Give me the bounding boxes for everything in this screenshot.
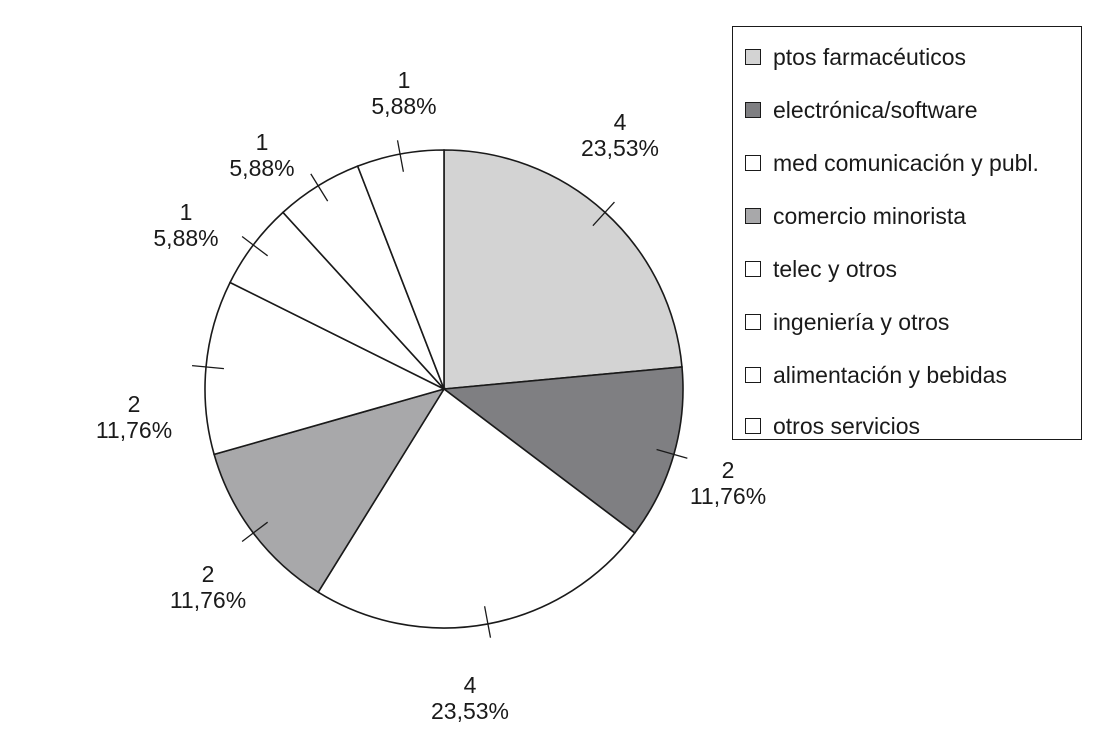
legend-item: otros servicios	[745, 411, 920, 441]
legend-item: ingeniería y otros	[745, 307, 949, 337]
leader-line	[483, 606, 492, 638]
legend-label: ingeniería y otros	[773, 308, 950, 335]
legend-item: med comunicación y publ.	[745, 148, 1039, 178]
slice-percent-label: 23,53%	[581, 135, 659, 161]
slice-percent-label: 5,88%	[371, 93, 436, 119]
pie-slice	[443, 149, 683, 390]
legend-swatch	[745, 49, 761, 65]
legend: ptos farmacéuticos electrónica/software …	[732, 26, 1082, 440]
slice-percent-label: 11,76%	[96, 417, 172, 443]
leader-line	[656, 448, 688, 459]
slice-percent-label: 5,88%	[153, 225, 218, 251]
legend-label: electrónica/software	[773, 96, 978, 123]
leader-line	[396, 140, 405, 172]
slice-percent-label: 11,76%	[690, 483, 766, 509]
legend-swatch	[745, 367, 761, 383]
legend-label: ptos farmacéuticos	[773, 43, 967, 70]
legend-label: med comunicación y publ.	[773, 149, 1039, 176]
legend-swatch	[745, 261, 761, 277]
slice-percent-label: 11,76%	[170, 587, 246, 613]
leader-line	[241, 236, 269, 257]
slice-value-label: 4	[464, 672, 477, 698]
leader-line	[310, 173, 329, 202]
leader-line	[192, 365, 225, 370]
slice-percent-label: 5,88%	[229, 155, 294, 181]
slice-value-label: 1	[398, 67, 411, 93]
legend-swatch	[745, 208, 761, 224]
legend-item: comercio minorista	[745, 201, 966, 231]
slice-percent-label: 23,53%	[431, 698, 509, 724]
legend-swatch	[745, 155, 761, 171]
legend-swatch	[745, 418, 761, 434]
leader-line	[592, 201, 615, 227]
legend-swatch	[745, 314, 761, 330]
legend-item: telec y otros	[745, 254, 897, 284]
slice-value-label: 1	[180, 199, 193, 225]
leader-line	[241, 521, 269, 542]
slice-value-label: 2	[128, 391, 141, 417]
legend-item: electrónica/software	[745, 95, 978, 125]
legend-item: ptos farmacéuticos	[745, 42, 966, 72]
slice-value-label: 2	[722, 457, 735, 483]
legend-item: alimentación y bebidas	[745, 360, 1007, 390]
legend-label: telec y otros	[773, 255, 897, 282]
legend-label: comercio minorista	[773, 202, 966, 229]
legend-label: otros servicios	[773, 412, 920, 439]
slice-value-label: 4	[614, 109, 627, 135]
legend-swatch	[745, 102, 761, 118]
slice-value-label: 2	[202, 561, 215, 587]
slice-value-label: 1	[256, 129, 269, 155]
legend-label: alimentación y bebidas	[773, 361, 1007, 388]
